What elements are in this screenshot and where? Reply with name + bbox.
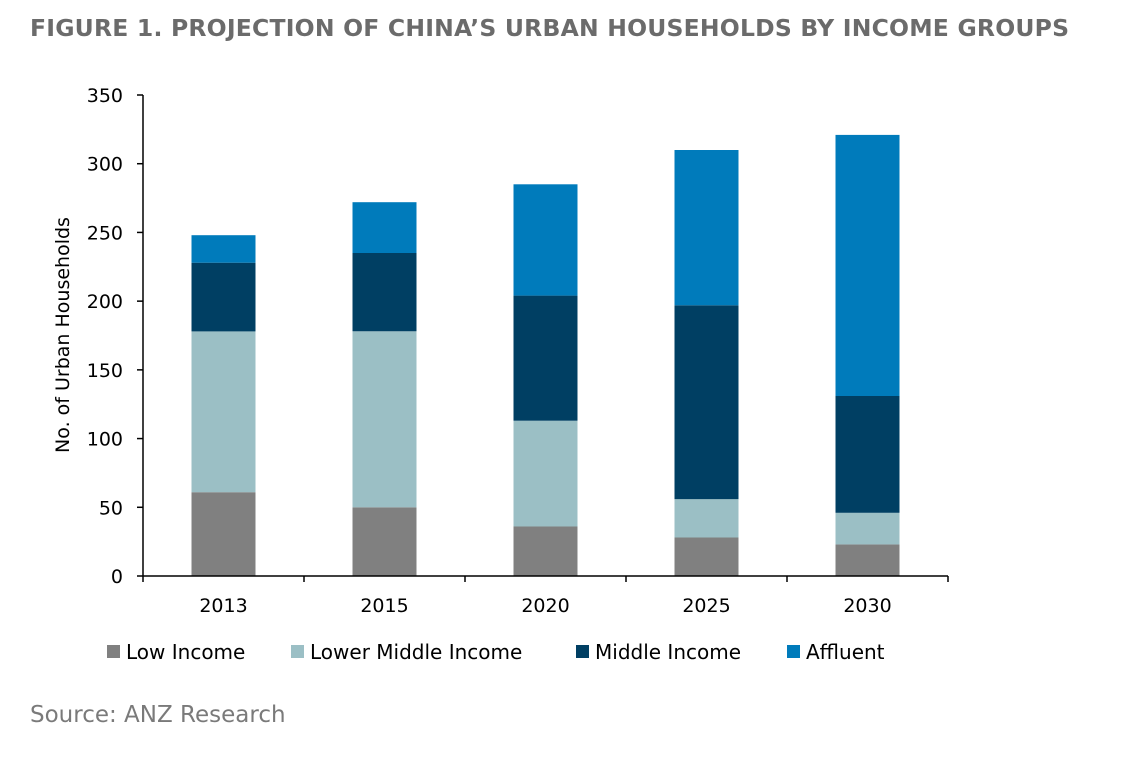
chart-title: FIGURE 1. PROJECTION OF CHINA’S URBAN HO… (30, 14, 1070, 42)
legend-label: Lower Middle Income (310, 640, 522, 664)
y-tick-label: 300 (87, 154, 123, 176)
legend-label: Low Income (126, 640, 245, 664)
legend-swatch-low-income (107, 645, 120, 658)
y-axis-label: No. of Urban Households (52, 217, 74, 453)
x-tick-labels: 2013 2015 2020 2025 2030 (199, 595, 891, 617)
y-tick-label: 250 (87, 222, 123, 244)
y-tick-label: 50 (99, 497, 123, 519)
x-tick-label: 2030 (843, 595, 891, 617)
y-tick-label: 100 (87, 429, 123, 451)
bar-2030-lower-middle-income (835, 512, 900, 545)
bar-2020-affluent (513, 184, 578, 296)
bar-2020-lower-middle-income (513, 420, 578, 527)
bar-2013-affluent (191, 235, 256, 263)
bar-2025-low-income (674, 537, 739, 576)
bar-2025-affluent (674, 150, 739, 306)
legend-label: Middle Income (595, 640, 741, 664)
bar-2015-affluent (352, 202, 417, 253)
bar-2013-low-income (191, 492, 256, 576)
y-tick-label: 0 (111, 566, 123, 588)
y-tick-label: 350 (87, 85, 123, 107)
legend-swatch-middle-income (576, 645, 589, 658)
source-note: Source: ANZ Research (30, 702, 286, 728)
axes-group (137, 94, 949, 582)
bar-2013-lower-middle-income (191, 331, 256, 493)
legend-swatch-affluent (787, 645, 800, 658)
bar-2015-lower-middle-income (352, 331, 417, 508)
x-tick-label: 2015 (360, 595, 408, 617)
bar-2030-low-income (835, 544, 900, 576)
y-tick-labels: 0 50 100 150 200 250 300 350 (87, 85, 123, 588)
x-tick-label: 2013 (199, 595, 247, 617)
x-tick-label: 2020 (521, 595, 569, 617)
bar-2030-middle-income (835, 396, 900, 513)
bar-2013-middle-income (191, 262, 256, 332)
bar-2020-middle-income (513, 295, 578, 421)
bars-group (191, 134, 900, 576)
bar-2025-lower-middle-income (674, 499, 739, 538)
bar-2015-middle-income (352, 253, 417, 332)
legend-swatch-lower-middle-income (291, 645, 304, 658)
bar-2015-low-income (352, 507, 417, 576)
y-tick-label: 150 (87, 360, 123, 382)
bar-2020-low-income (513, 526, 578, 576)
legend: Low Income Lower Middle Income Middle Inco… (107, 640, 885, 664)
bar-2025-middle-income (674, 305, 739, 500)
bar-2030-affluent (835, 134, 900, 396)
legend-label: Affluent (806, 640, 885, 664)
x-tick-label: 2025 (682, 595, 730, 617)
y-tick-label: 200 (87, 291, 123, 313)
